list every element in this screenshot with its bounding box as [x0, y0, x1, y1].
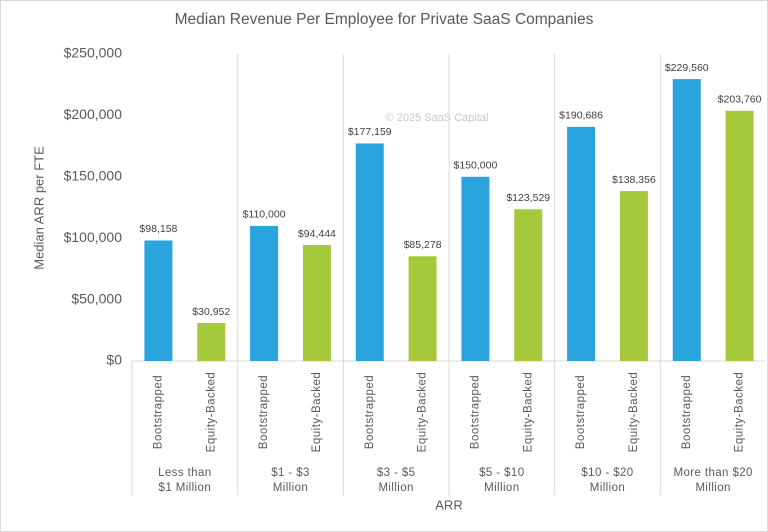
group-label: More than $20	[673, 467, 752, 479]
bar	[672, 79, 701, 362]
value-label: $138,356	[612, 174, 656, 186]
value-label: $85,278	[404, 239, 442, 251]
bar	[250, 225, 279, 361]
group-label: Less than	[158, 467, 211, 479]
group-label: $3 - $5	[377, 467, 416, 479]
y-tick-label: $250,000	[64, 45, 123, 61]
value-label: $190,686	[559, 110, 603, 122]
x-tick-label: Bootstrapped	[364, 375, 376, 449]
bar	[355, 143, 384, 361]
group-label: Million	[273, 482, 308, 494]
y-tick-label: $150,000	[64, 168, 123, 184]
value-label: $94,444	[298, 228, 336, 240]
value-label: $98,158	[139, 223, 177, 235]
group-label: Million	[484, 482, 519, 494]
value-label: $123,529	[506, 192, 550, 204]
bar	[725, 110, 754, 362]
bar	[408, 256, 437, 361]
bar	[514, 209, 543, 361]
x-tick-label: Equity-Backed	[417, 372, 429, 453]
bar	[619, 191, 648, 361]
value-label: $150,000	[454, 160, 498, 172]
value-label: $30,952	[192, 306, 230, 318]
value-label: $177,159	[348, 126, 392, 138]
value-label: $229,560	[665, 62, 709, 74]
bar	[461, 176, 490, 361]
bar	[302, 245, 331, 361]
x-tick-label: Equity-Backed	[311, 372, 323, 453]
y-axis-title: Median ARR per FTE	[31, 146, 46, 270]
x-tick-label: Equity-Backed	[522, 372, 534, 453]
group-label: Million	[695, 482, 730, 494]
group-label: Million	[378, 482, 413, 494]
y-tick-label: $0	[106, 352, 122, 368]
bar	[144, 240, 173, 361]
x-tick-label: Bootstrapped	[258, 375, 270, 449]
group-label: $1 Million	[159, 482, 212, 494]
x-tick-label: Bootstrapped	[152, 375, 164, 449]
value-label: $203,760	[718, 94, 762, 106]
x-tick-label: Bootstrapped	[575, 375, 587, 449]
x-tick-label: Equity-Backed	[628, 372, 640, 453]
x-tick-label: Bootstrapped	[681, 375, 693, 449]
group-label: $10 - $20	[581, 467, 633, 479]
x-tick-label: Equity-Backed	[205, 372, 217, 453]
x-axis-title: ARR	[435, 497, 462, 512]
value-label: $110,000	[243, 209, 286, 221]
group-label: $1 - $3	[271, 467, 310, 479]
x-tick-label: Equity-Backed	[734, 372, 746, 453]
y-tick-label: $100,000	[64, 229, 123, 245]
y-tick-label: $200,000	[64, 106, 123, 122]
x-tick-label: Bootstrapped	[469, 375, 481, 449]
y-tick-label: $50,000	[71, 290, 122, 306]
group-label: $5 - $10	[479, 467, 524, 479]
chart-title: Median Revenue Per Employee for Private …	[175, 11, 594, 28]
bar	[567, 126, 596, 362]
watermark: © 2025 SaaS Capital	[386, 112, 489, 124]
group-label: Million	[590, 482, 625, 494]
bar	[197, 322, 226, 361]
